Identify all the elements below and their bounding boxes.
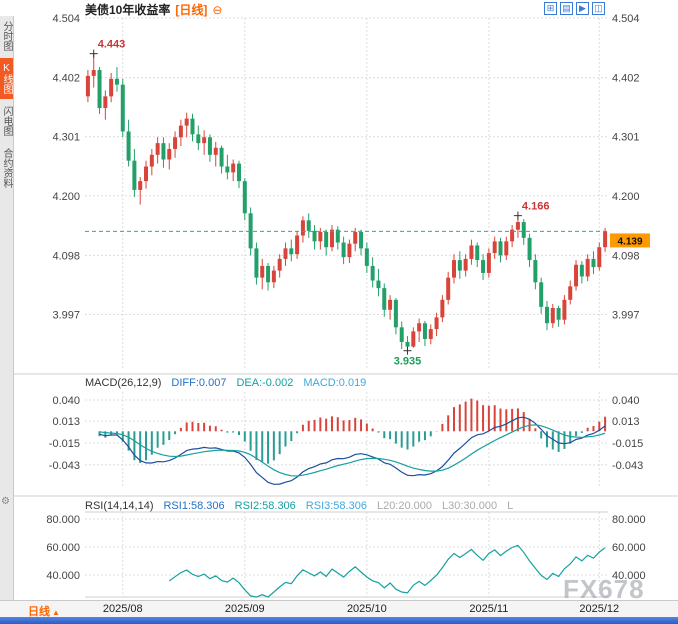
settings-gear-icon[interactable]: ⚙ xyxy=(1,496,10,507)
svg-text:60.000: 60.000 xyxy=(612,542,646,554)
macd-diff-value: DIFF:0.007 xyxy=(171,377,227,389)
y-axis-labels: 4.504 4.504 4.402 4.402 4.301 4.301 4.200 4.200… xyxy=(46,13,645,582)
layout-grid-icon[interactable]: ⊞ xyxy=(544,2,557,15)
rsi-label: RSI(14,14,14) xyxy=(85,500,154,512)
svg-text:0.013: 0.013 xyxy=(612,416,640,428)
macd-histogram xyxy=(98,398,607,464)
rsi1-value: RSI1:58.306 xyxy=(163,500,225,512)
svg-text:-0.043: -0.043 xyxy=(49,460,80,472)
svg-text:4.301: 4.301 xyxy=(52,132,80,144)
svg-text:4.098: 4.098 xyxy=(52,250,80,262)
last-price-label: 4.139 xyxy=(610,233,650,248)
svg-text:-0.015: -0.015 xyxy=(612,438,643,450)
window-bottom-frame xyxy=(0,617,678,624)
window-split-icon[interactable]: ◫ xyxy=(592,2,605,15)
svg-text:4.139: 4.139 xyxy=(617,236,642,247)
svg-text:-0.015: -0.015 xyxy=(49,438,80,450)
forward-icon[interactable]: ▶ xyxy=(576,2,589,15)
rsi-l30-value: L30:30.000 xyxy=(442,500,498,512)
x-axis-label: 2025/08 xyxy=(102,603,143,615)
svg-text:4.402: 4.402 xyxy=(52,73,80,85)
chart-toolbar: ⊞ ▤ ▶ ◫ xyxy=(544,2,605,15)
svg-text:40.000: 40.000 xyxy=(612,570,646,582)
watermark-logo: FX678 xyxy=(563,574,645,604)
svg-text:4.301: 4.301 xyxy=(612,132,640,144)
x-axis-label: 2025/09 xyxy=(224,603,265,615)
rsi-l20-value: L20:20.000 xyxy=(376,500,433,512)
svg-text:4.402: 4.402 xyxy=(612,73,640,85)
period-indicator[interactable]: 日线 ▲ xyxy=(28,606,60,618)
svg-text:3.997: 3.997 xyxy=(52,309,80,321)
svg-text:0.013: 0.013 xyxy=(52,416,80,428)
svg-text:4.504: 4.504 xyxy=(612,13,640,25)
svg-text:4.504: 4.504 xyxy=(52,13,80,25)
svg-text:80.000: 80.000 xyxy=(612,514,646,526)
macd-header: MACD(26,12,9) DIFF:0.007 DEA:-0.002 MACD… xyxy=(85,377,610,389)
svg-text:4.098: 4.098 xyxy=(612,250,640,262)
svg-text:40.000: 40.000 xyxy=(46,570,80,582)
rsi-header: RSI(14,14,14) RSI1:58.306 RSI2:58.306 RS… xyxy=(85,500,610,512)
x-axis-label: 2025/12 xyxy=(579,603,620,615)
collapse-icon[interactable]: ⊖ xyxy=(212,2,223,17)
svg-text:3.935: 3.935 xyxy=(394,356,422,368)
sidebar-item-time-chart[interactable]: 分时图 xyxy=(1,21,12,51)
x-axis-label: 2025/11 xyxy=(469,603,509,615)
macd-hist-value: MACD:0.019 xyxy=(303,377,367,389)
svg-text:-0.043: -0.043 xyxy=(612,460,643,472)
svg-text:80.000: 80.000 xyxy=(46,514,80,526)
macd-dea-value: DEA:-0.002 xyxy=(236,377,294,389)
macd-dea-line xyxy=(99,424,606,477)
svg-text:3.997: 3.997 xyxy=(612,309,640,321)
price-annotations: 4.443 4.166 3.935 xyxy=(89,39,550,368)
macd-label: MACD(26,12,9) xyxy=(85,377,162,389)
sidebar: 分时图 K线图 闪电图 合约资料 ⚙ xyxy=(0,16,14,600)
svg-text:4.443: 4.443 xyxy=(98,39,126,51)
rsi3-value: RSI3:58.306 xyxy=(305,500,367,512)
candlesticks xyxy=(85,53,608,351)
instrument-title: 美债10年收益率 xyxy=(85,3,171,17)
svg-text:4.200: 4.200 xyxy=(612,191,640,203)
svg-text:0.040: 0.040 xyxy=(52,395,80,407)
sidebar-item-kline-chart[interactable]: K线图 xyxy=(0,58,13,99)
svg-text:4.200: 4.200 xyxy=(52,191,80,203)
macd-diff-line xyxy=(99,416,606,485)
period-tag: [日线] xyxy=(175,3,208,17)
x-axis-label: 2025/10 xyxy=(346,603,387,615)
rsi-line xyxy=(168,544,606,598)
svg-text:0.040: 0.040 xyxy=(612,395,640,407)
rsi-l-truncated: L xyxy=(507,500,514,512)
svg-text:60.000: 60.000 xyxy=(46,542,80,554)
svg-text:4.166: 4.166 xyxy=(522,201,550,213)
rsi2-value: RSI2:58.306 xyxy=(234,500,296,512)
sidebar-item-contract-info[interactable]: 合约资料 xyxy=(1,148,12,188)
sidebar-item-flash-chart[interactable]: 闪电图 xyxy=(1,106,12,136)
bar-panel-icon[interactable]: ▤ xyxy=(560,2,573,15)
up-arrow-icon: ▲ xyxy=(52,608,60,617)
chart-header: 美债10年收益率 [日线] ⊖ xyxy=(85,1,222,18)
x-axis-bar: 日线 ▲ 2025/08 2025/09 2025/10 2025/11 2025/12 xyxy=(0,600,678,618)
